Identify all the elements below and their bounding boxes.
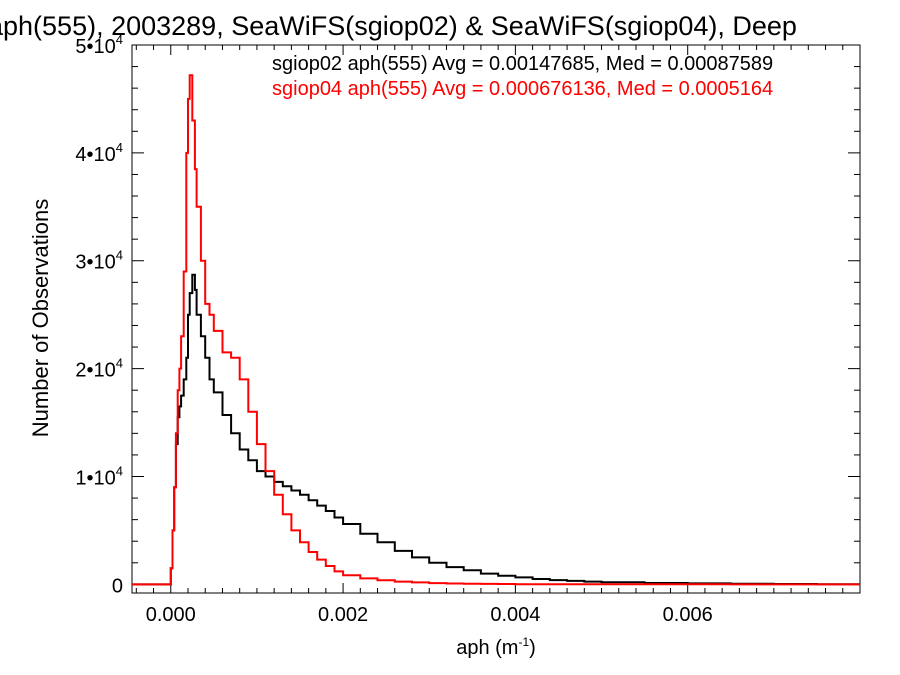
y-tick-label: 1•104 xyxy=(75,463,123,489)
y-tick-mantissa: 5•10 xyxy=(75,36,115,58)
y-tick-label: 3•104 xyxy=(75,248,123,274)
series-sgiop04-line xyxy=(132,74,860,586)
x-tick-label: 0.002 xyxy=(318,604,368,626)
x-axis-label-exponent: -1 xyxy=(518,635,529,649)
y-tick-exponent: 4 xyxy=(116,248,123,263)
legend-entry: sgiop04 aph(555) Avg = 0.000676136, Med … xyxy=(272,78,773,100)
y-tick-exponent: 4 xyxy=(116,140,123,155)
y-tick-mantissa: 0 xyxy=(112,575,123,597)
y-tick-mantissa: 1•10 xyxy=(75,467,115,489)
y-tick-exponent: 4 xyxy=(116,356,123,371)
x-tick-labels: 0.000 0.002 0.004 0.006 xyxy=(146,604,713,626)
y-tick-mantissa: 3•10 xyxy=(75,252,115,274)
y-tick-label: 0 xyxy=(112,575,123,597)
series-lines xyxy=(132,74,860,586)
y-tick-label: 5•104 xyxy=(75,32,123,58)
y-tick-exponent: 4 xyxy=(116,32,123,47)
series-sgiop02-line xyxy=(132,273,860,586)
x-axis-label: aph (m-1) xyxy=(456,635,536,659)
plot-frame xyxy=(131,44,861,594)
x-tick-label: 0.000 xyxy=(146,604,196,626)
x-axis-label-text: aph (m xyxy=(456,637,518,659)
axis-ticks xyxy=(132,44,860,593)
y-tick-label: 2•104 xyxy=(75,356,123,382)
x-tick-label: 0.004 xyxy=(490,604,540,626)
legend: sgiop02 aph(555) Avg = 0.00147685, Med =… xyxy=(272,53,773,100)
legend-entry: sgiop02 aph(555) Avg = 0.00147685, Med =… xyxy=(272,53,773,75)
y-axis-label: Number of Observations xyxy=(28,199,53,437)
y-tick-mantissa: 2•10 xyxy=(75,360,115,382)
x-tick-label: 0.006 xyxy=(663,604,713,626)
y-tick-exponent: 4 xyxy=(116,463,123,478)
x-axis-label-end: ) xyxy=(529,637,536,659)
chart-title: aph(555), 2003289, SeaWiFS(sgiop02) & Se… xyxy=(0,11,797,41)
y-tick-label: 4•104 xyxy=(75,140,123,166)
y-tick-mantissa: 4•10 xyxy=(75,144,115,166)
